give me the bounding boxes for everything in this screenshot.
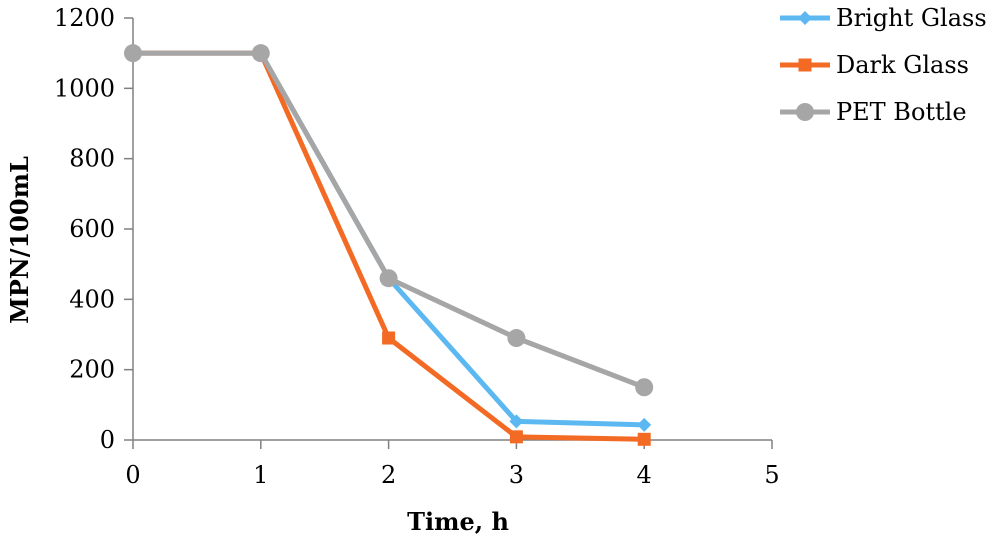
- series-line-dark-glass: [130, 50, 647, 442]
- y-tick-label: 1200: [54, 4, 115, 32]
- series-line-bright-glass: [130, 50, 647, 428]
- legend-label: Dark Glass: [836, 51, 969, 79]
- legend-swatch-marker: [796, 103, 814, 121]
- data-point-pet-bottle: [507, 329, 526, 348]
- x-tick-label: 2: [381, 461, 396, 489]
- legend-swatch-marker: [798, 58, 812, 72]
- data-point-bright-glass: [637, 417, 652, 432]
- data-point-bright-glass: [509, 414, 524, 429]
- x-tick-label: 1: [253, 461, 268, 489]
- data-point-pet-bottle: [379, 269, 398, 288]
- legend-label: Bright Glass: [836, 4, 987, 32]
- data-point-dark-glass: [382, 331, 396, 345]
- axes: [132, 18, 772, 441]
- series-layer: [124, 44, 654, 446]
- data-point-pet-bottle: [635, 378, 654, 397]
- x-tick-label: 5: [764, 461, 779, 489]
- y-tick-label: 1000: [54, 74, 115, 102]
- x-tick-label: 4: [637, 461, 652, 489]
- x-axis-title: Time, h: [407, 507, 509, 536]
- legend-item-pet-bottle: PET Bottle: [780, 98, 967, 126]
- legend-item-dark-glass: Dark Glass: [780, 51, 969, 79]
- series-pet-bottle: [124, 44, 654, 397]
- data-point-pet-bottle: [124, 44, 142, 63]
- y-ticks: 0 200 400 600 800 1000 1200: [54, 4, 133, 454]
- y-axis-title: MPN/100mL: [5, 156, 34, 324]
- x-tick-label: 3: [509, 461, 524, 489]
- y-tick-label: 400: [69, 285, 115, 313]
- data-point-dark-glass: [637, 432, 651, 446]
- series-dark-glass: [126, 46, 651, 446]
- legend-swatch-marker: [798, 11, 812, 25]
- series-bright-glass: [126, 46, 652, 432]
- data-point-pet-bottle: [251, 44, 270, 63]
- legend-item-bright-glass: Bright Glass: [780, 4, 987, 32]
- data-point-dark-glass: [509, 430, 523, 444]
- y-tick-label: 200: [69, 356, 115, 384]
- x-ticks: 0 1 2 3 4 5: [125, 440, 780, 489]
- legend: Bright Glass Dark Glass PET Bottle: [780, 4, 987, 126]
- y-tick-label: 0: [100, 426, 115, 454]
- legend-label: PET Bottle: [836, 98, 967, 126]
- y-tick-label: 600: [69, 215, 115, 243]
- x-tick-label: 0: [125, 461, 140, 489]
- y-tick-label: 800: [69, 145, 115, 173]
